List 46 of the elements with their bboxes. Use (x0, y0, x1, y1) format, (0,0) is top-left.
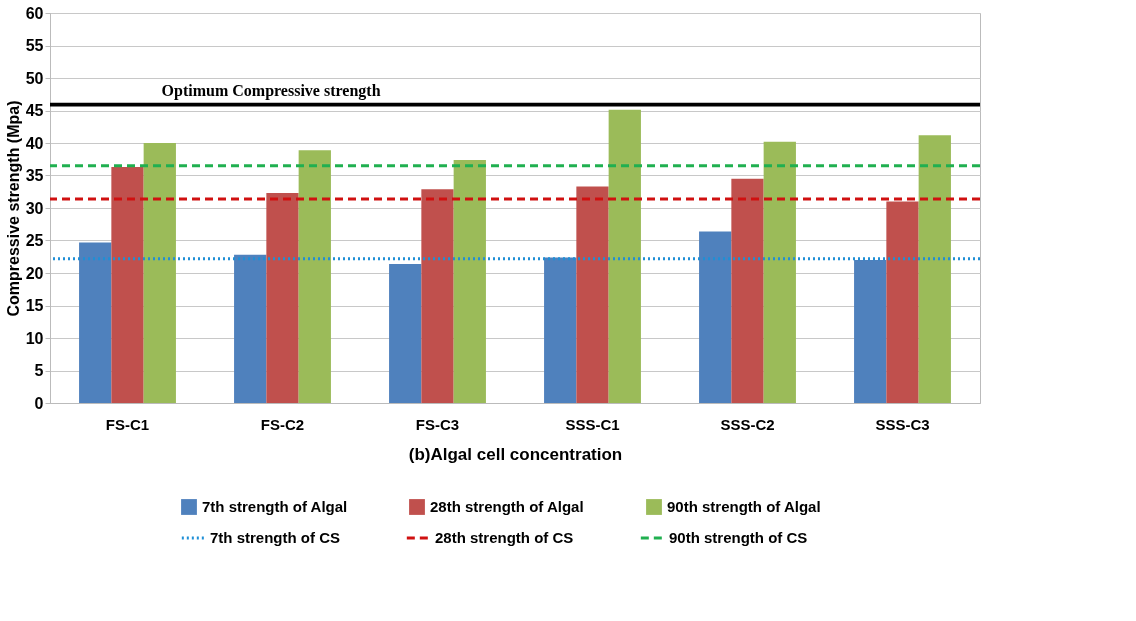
y-tick-label: 20 (25, 264, 44, 282)
y-tick-label: 50 (25, 69, 44, 87)
bar (699, 231, 732, 403)
x-tick-label: SSS-C2 (720, 415, 775, 433)
y-tick-label: 25 (25, 232, 44, 249)
bar (143, 143, 176, 403)
bar (266, 193, 299, 403)
bar (731, 178, 764, 403)
x-tick-label: SSS-C3 (875, 415, 930, 433)
bar (608, 109, 641, 403)
bar (854, 260, 887, 403)
bar (234, 254, 267, 403)
y-tick-label: 40 (25, 134, 44, 152)
legend-label: 28th strength of Algal (430, 498, 584, 515)
bar (298, 150, 331, 403)
y-tick-label: 30 (25, 199, 44, 217)
bar (763, 141, 796, 403)
y-tick-label: 35 (25, 167, 44, 184)
x-tick-label: FS-C3 (415, 415, 460, 433)
bar (576, 186, 609, 403)
y-tick-label: 10 (25, 329, 44, 347)
band-label: Optimum Compressive strength (161, 81, 381, 100)
legend-label: 28th strength of CS (435, 529, 574, 546)
bar (453, 159, 486, 403)
y-tick-label: 60 (25, 4, 44, 22)
y-axis-title: Compressive strength (Mpa) (4, 100, 22, 317)
y-tick-label: 45 (25, 102, 44, 119)
bar (918, 135, 951, 403)
y-tick-label: 55 (25, 37, 44, 54)
legend-label: 7th strength of Algal (202, 498, 348, 515)
x-tick-label: FS-C2 (260, 415, 305, 433)
bar (79, 242, 112, 403)
bar (111, 167, 144, 403)
bar (886, 201, 919, 403)
bar (544, 257, 577, 403)
legend-label: 7th strength of CS (210, 529, 340, 546)
x-tick-label: SSS-C1 (565, 415, 620, 433)
x-axis-title: (b)Algal cell concentration (408, 444, 623, 464)
bar (421, 189, 454, 403)
legend-label: 90th strength of Algal (667, 498, 821, 515)
x-tick-label: FS-C1 (105, 415, 150, 433)
y-tick-label: 5 (34, 362, 44, 379)
legend-label: 90th strength of CS (669, 529, 808, 546)
bar (389, 263, 422, 403)
y-tick-label: 15 (25, 297, 44, 314)
y-tick-label: 0 (34, 394, 44, 412)
